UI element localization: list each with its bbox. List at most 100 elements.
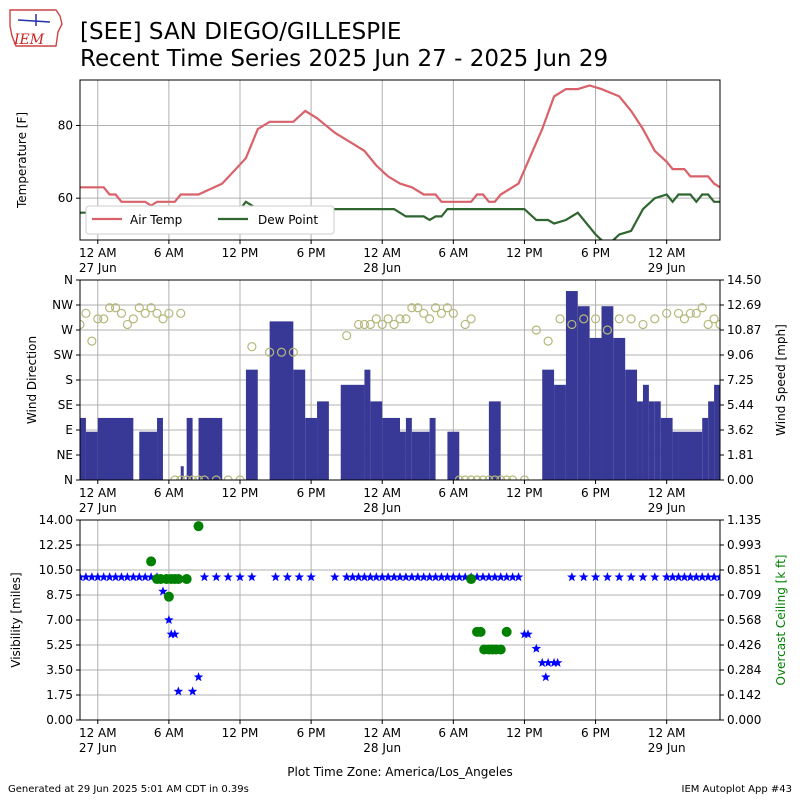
visibility-point — [270, 572, 281, 582]
y2-axis-label: Wind Speed [mph] — [774, 324, 788, 436]
timezone-label: Plot Time Zone: America/Los_Angeles — [287, 765, 513, 779]
wind-direction-point — [152, 308, 162, 318]
visibility-point — [418, 572, 429, 582]
wind-direction-point — [276, 347, 287, 357]
wind-direction-point — [211, 475, 221, 480]
ceiling-point — [193, 521, 204, 532]
wind-direction-point — [176, 308, 186, 318]
wind-speed-bar — [714, 384, 720, 480]
direction-tick-label: S — [65, 373, 73, 387]
wind-direction-point — [235, 475, 245, 480]
visibility-point — [134, 572, 144, 582]
wind-direction-point — [99, 314, 109, 324]
ceiling-point — [501, 626, 512, 637]
ceiling-point — [163, 591, 174, 602]
visibility-point — [116, 572, 127, 582]
wind-speed-bar — [447, 431, 460, 480]
visibility-point — [247, 572, 257, 582]
wind-direction-point — [697, 303, 707, 313]
ceiling-point — [173, 574, 184, 585]
visibility-point — [650, 572, 660, 582]
wind-speed-bar — [554, 384, 566, 480]
x-tick-label: 12 AM — [648, 246, 686, 260]
wind-direction-point — [466, 314, 476, 324]
visibility-point — [140, 572, 150, 582]
x-tick-label: 6 AM — [438, 246, 468, 260]
x-tick-sublabel: 27 Jun — [79, 741, 117, 755]
visibility-tick-label: 3.50 — [46, 663, 73, 677]
wind-direction-point — [377, 319, 387, 330]
x-tick-label: 6 PM — [581, 486, 610, 500]
speed-tick-label: 14.50 — [727, 273, 761, 287]
air-temp-line — [80, 84, 720, 207]
wind-direction-point — [673, 308, 684, 318]
wind-direction-point — [709, 314, 719, 324]
wind-direction-point — [223, 475, 233, 480]
x-tick-label: 6 AM — [438, 726, 468, 740]
speed-tick-label: 12.69 — [727, 298, 761, 312]
x-tick-label: 12 AM — [79, 486, 117, 500]
wind-direction-point — [105, 303, 115, 313]
wind-direction-point — [110, 303, 121, 313]
x-tick-label: 6 AM — [154, 726, 184, 740]
visibility-point — [110, 572, 121, 582]
wind-direction-point — [140, 308, 150, 318]
y2-axis-label: Overcast Ceiling [k ft] — [774, 555, 788, 686]
chart-title-line1: [SEE] SAN DIEGO/GILLESPIE — [80, 19, 402, 45]
wind-speed-bar — [80, 417, 86, 480]
visibility-point — [638, 572, 648, 582]
wind-direction-point — [383, 314, 393, 324]
ceiling-tick-label: 0.709 — [727, 588, 761, 602]
wind-direction-point — [430, 303, 441, 313]
visibility-point — [80, 572, 85, 582]
wind-direction-point — [116, 308, 127, 318]
iem-logo: IEM — [9, 9, 63, 48]
wind-direction-point — [425, 314, 435, 324]
wind-speed-bar — [613, 337, 626, 480]
speed-tick-label: 3.62 — [727, 423, 754, 437]
visibility-point — [104, 572, 115, 582]
wind-speed-bar — [317, 401, 329, 480]
wind-direction-point — [567, 319, 577, 330]
autoplot-app-id: IEM Autoplot App #43 — [681, 784, 792, 795]
x-tick-label: 12 PM — [506, 246, 543, 260]
wind-direction-point — [614, 314, 624, 324]
wind-speed-bar — [577, 306, 590, 480]
visibility-point — [223, 572, 233, 582]
wind-direction-point — [164, 308, 174, 318]
x-tick-label: 6 AM — [438, 486, 468, 500]
visibility-tick-label: 0.00 — [46, 713, 73, 727]
visibility-point — [460, 572, 470, 582]
direction-tick-label: NE — [56, 448, 73, 462]
x-tick-label: 12 AM — [363, 486, 401, 500]
visibility-point — [490, 572, 500, 582]
ceiling-tick-label: 0.426 — [727, 638, 761, 652]
visibility-point — [679, 572, 690, 582]
wind-direction-point — [555, 314, 565, 324]
visibility-point — [484, 572, 494, 582]
wind-direction-point — [502, 475, 512, 480]
wind-direction-point — [519, 475, 530, 480]
wind-direction-point — [460, 319, 470, 330]
wind-direction-point — [146, 303, 156, 313]
wind-speed-bar — [589, 337, 602, 480]
wind-direction-point — [81, 308, 91, 318]
wind-direction-point — [436, 308, 447, 318]
visibility-point — [478, 572, 488, 582]
visibility-point — [454, 572, 464, 582]
visibility-point — [501, 572, 512, 582]
speed-tick-label: 7.25 — [727, 373, 754, 387]
y-axis-label: Wind Direction — [25, 336, 39, 424]
ceiling-tick-label: 0.284 — [727, 663, 761, 677]
x-tick-label: 6 PM — [297, 246, 326, 260]
wind-direction-point — [590, 314, 601, 324]
visibility-point — [543, 657, 553, 667]
visibility-point — [395, 572, 405, 582]
visibility-point — [685, 572, 696, 582]
visibility-point — [401, 572, 411, 582]
wind-direction-point — [93, 314, 103, 324]
wind-direction-point — [193, 475, 204, 480]
x-tick-label: 12 AM — [79, 726, 117, 740]
x-tick-label: 12 PM — [222, 726, 259, 740]
visibility-point — [703, 572, 713, 582]
